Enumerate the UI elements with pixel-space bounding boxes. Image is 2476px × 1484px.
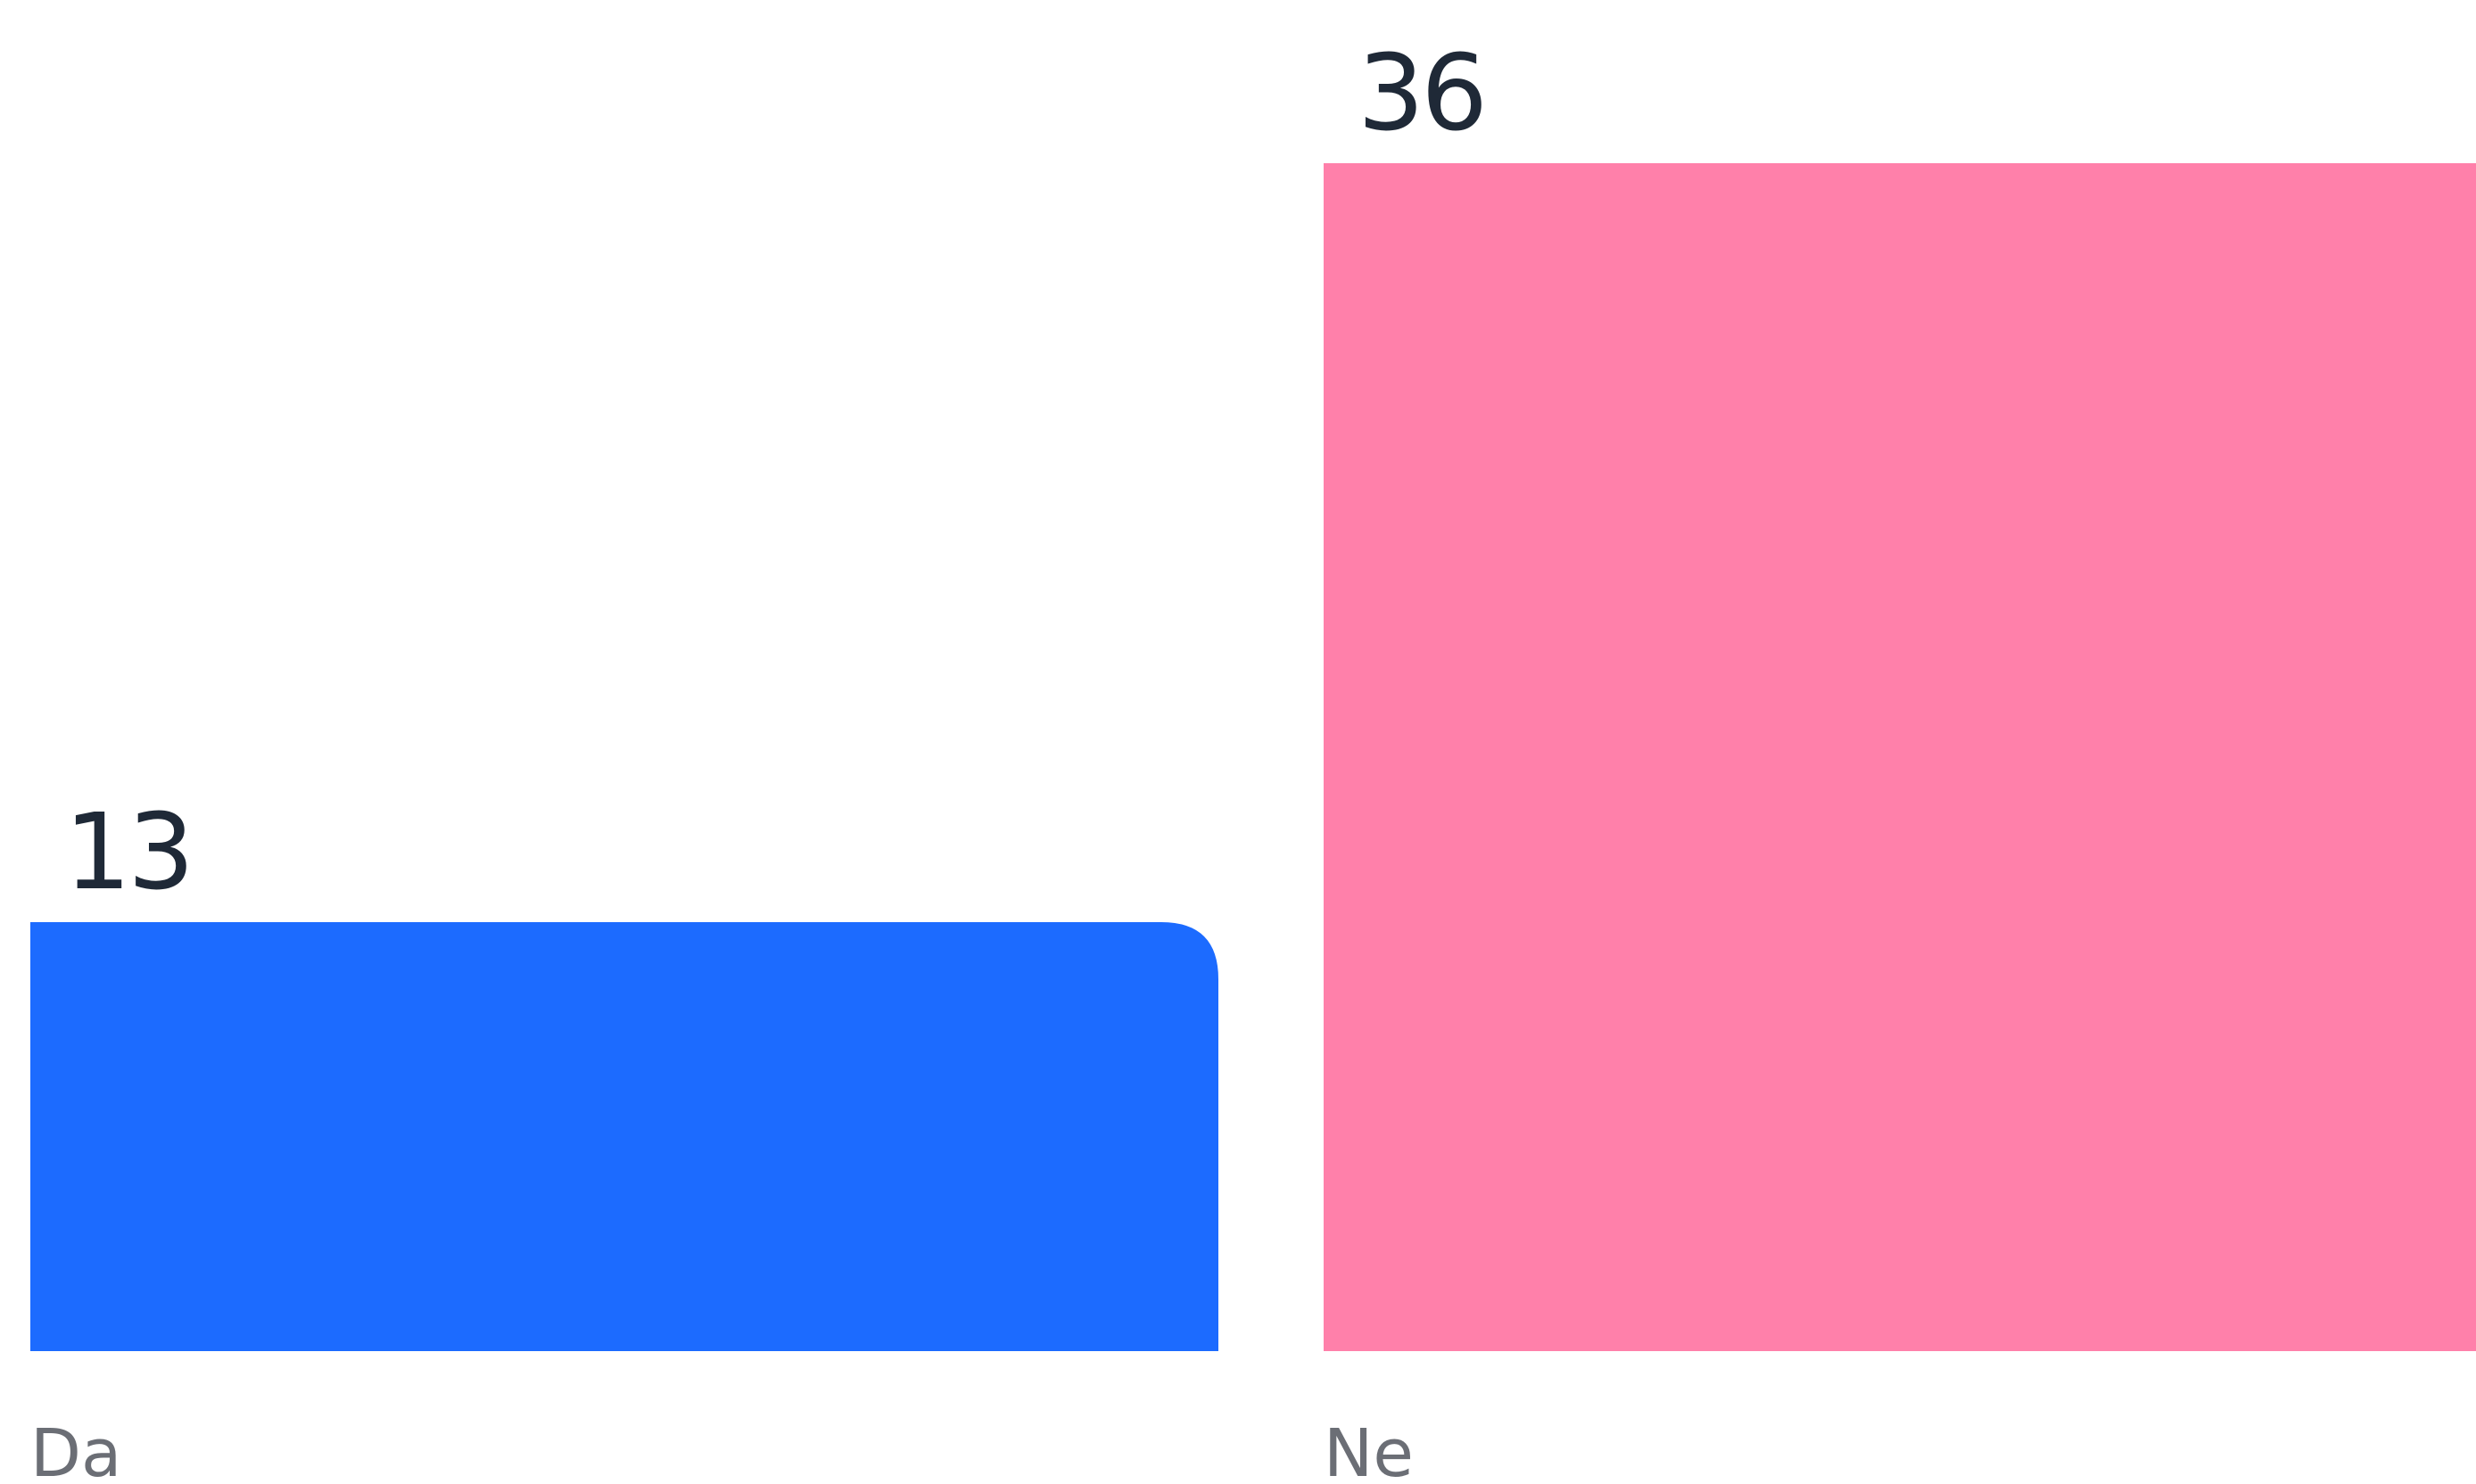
category-label-ne: Ne [1324, 1415, 1414, 1484]
category-label-da: Da [30, 1415, 121, 1484]
bars-group [30, 163, 2476, 1351]
value-label-ne: 36 [1358, 31, 1484, 154]
value-labels-group: 13 36 [64, 31, 1488, 913]
bar-da [30, 922, 1218, 1351]
value-label-da: 13 [64, 790, 191, 913]
category-labels-group: Da Ne [30, 1415, 1414, 1484]
bar-ne [1324, 163, 2476, 1351]
